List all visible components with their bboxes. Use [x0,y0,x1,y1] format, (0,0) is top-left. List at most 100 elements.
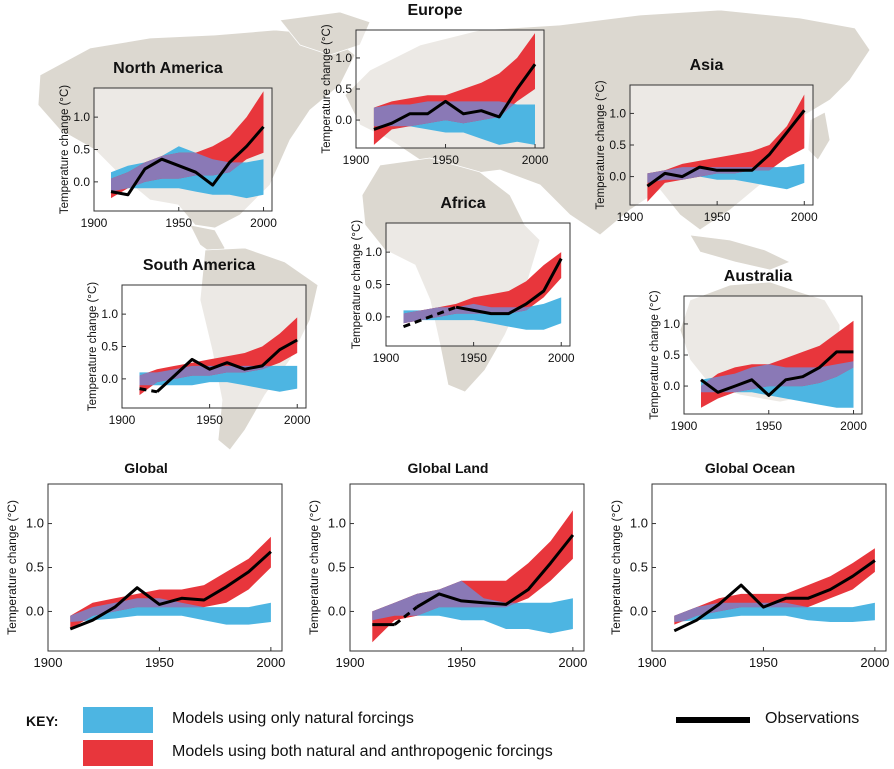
observations-line [402,305,457,329]
y-tick-label: 0.5 [630,560,648,575]
chart-title: Global Land [407,460,489,476]
y-tick-label: 0.0 [101,372,118,386]
y-tick-label: 0.5 [609,138,626,152]
overlap-band [70,598,271,625]
chart-svg: 0.0 0.5 1.0 1900 1950 2000 Temperature change … [595,80,818,224]
chart-svg: 0.0 0.5 1.0 1900 1950 2000 Temperature change … [351,220,575,365]
y-tick-label: 1.0 [73,110,90,124]
chart-title: Global Ocean [704,460,796,476]
x-tick-label: 2000 [791,210,818,224]
y-tick-label: 0.0 [609,170,626,184]
x-tick-label: 1900 [617,210,644,224]
chart-svg: 0.0 0.5 1.0 1900 1950 2000 Temperature change … [87,282,311,427]
observations-line [700,350,854,397]
x-tick-label: 1950 [460,351,487,365]
y-tick-label: 0.0 [365,310,382,324]
panel-south-america: South America 0.0 0.5 1.0 1900 1950 2000 Temper… [86,257,312,432]
y-tick-label: 0.5 [335,82,352,96]
observations-line [646,109,806,188]
x-tick-label: 2000 [284,413,311,427]
panel-africa: Africa 0.0 0.5 1.0 1900 1950 2000 Temperature c… [350,195,576,370]
x-tick-label: 1950 [165,216,192,230]
y-tick-label: 1.0 [328,516,346,531]
x-tick-label: 1900 [343,153,370,167]
x-tick-label: 1900 [109,413,136,427]
overlap-band [111,146,264,199]
y-tick-label: 1.0 [663,317,680,331]
observations-line [416,534,575,609]
y-tick-label: 0.5 [73,143,90,157]
observations-line [373,63,537,131]
x-tick-label: 1950 [196,413,223,427]
observations-line [110,125,265,197]
x-tick-label: 2000 [840,419,867,433]
y-tick-label: 1.0 [630,516,648,531]
key-title: KEY: [26,713,59,729]
x-tick-label: 2000 [558,655,587,670]
chart-svg: 0.0 0.5 1.0 1900 1950 2000 Temperature change … [5,483,285,670]
map-africa [361,157,541,393]
x-tick-label: 2000 [860,655,889,670]
y-tick-label: 0.0 [663,379,680,393]
x-tick-label: 1950 [432,153,459,167]
x-tick-label: 2000 [256,655,285,670]
y-tick-label: 1.0 [101,307,118,321]
natural-forcings-swatch [83,707,153,733]
chart-title: Asia [689,57,724,74]
panel-europe: Europe 0.0 0.5 1.0 1900 1950 2000 Temperature c… [320,2,550,172]
x-tick-label: 1950 [447,655,476,670]
x-tick-label: 1900 [373,351,400,365]
x-tick-label: 2000 [250,216,277,230]
y-axis-label: Temperature change (°C) [609,500,623,635]
x-tick-label: 1950 [749,655,778,670]
natural-forcings-label: Models using only natural forcings [172,710,414,727]
observations-line [393,605,418,626]
y-axis-label: Temperature change (°C) [59,85,71,214]
y-tick-label: 0.0 [630,603,648,618]
x-tick-label: 1950 [704,210,731,224]
observations-line [673,559,876,633]
overlap-band [674,602,875,622]
observations-line-swatch [676,717,750,723]
chart-title: South America [142,257,256,274]
y-tick-label: 1.0 [335,51,352,65]
observations-line [155,338,298,393]
y-tick-label: 0.5 [663,348,680,362]
y-axis-label: Temperature change (°C) [321,24,333,153]
x-tick-label: 1950 [145,655,174,670]
y-tick-label: 0.5 [328,560,346,575]
chart-svg: 0.0 0.5 1.0 1900 1950 2000 Temperature change … [59,85,277,230]
y-axis-label: Temperature change (°C) [307,500,321,635]
chart-title: Europe [407,2,463,19]
y-axis-label: Temperature change (°C) [649,290,661,419]
y-axis-label: Temperature change (°C) [5,500,19,635]
panel-north-america: North America 0.0 0.5 1.0 1900 1950 2000 Temper… [58,60,278,235]
y-tick-label: 0.0 [335,113,352,127]
y-tick-label: 0.5 [365,278,382,292]
panel-global-ocean: Global Ocean 0.0 0.5 1.0 1900 1950 2000 Tempera… [608,460,892,675]
chart-svg: 0.0 0.5 1.0 1900 1950 2000 Temperature change … [307,483,587,670]
anthropogenic-forcings-swatch [83,740,153,766]
overlap-band [372,580,573,634]
chart-title: North America [113,60,223,77]
y-tick-label: 1.0 [26,516,44,531]
y-axis-label: Temperature change (°C) [87,282,99,411]
observations-line [455,257,563,316]
y-tick-label: 0.5 [26,560,44,575]
y-tick-label: 0.0 [73,175,90,189]
map-greenland [279,11,371,56]
y-axis-label: Temperature change (°C) [351,220,363,349]
anthropogenic-forcings-label: Models using both natural and anthropoge… [172,743,553,760]
x-tick-label: 2000 [522,153,549,167]
observations-label: Observations [765,710,860,727]
chart-title: Africa [440,195,486,212]
x-tick-label: 1900 [81,216,108,230]
panel-global: Global 0.0 0.5 1.0 1900 1950 2000 Temperature c… [4,460,288,675]
y-tick-label: 0.5 [101,340,118,354]
observations-line [69,550,272,631]
panel-global-land: Global Land 0.0 0.5 1.0 1900 1950 2000 Temperat… [306,460,590,675]
x-tick-label: 2000 [548,351,575,365]
overlap-band [373,101,535,145]
y-tick-label: 0.0 [26,603,44,618]
map-north-america [37,29,356,229]
